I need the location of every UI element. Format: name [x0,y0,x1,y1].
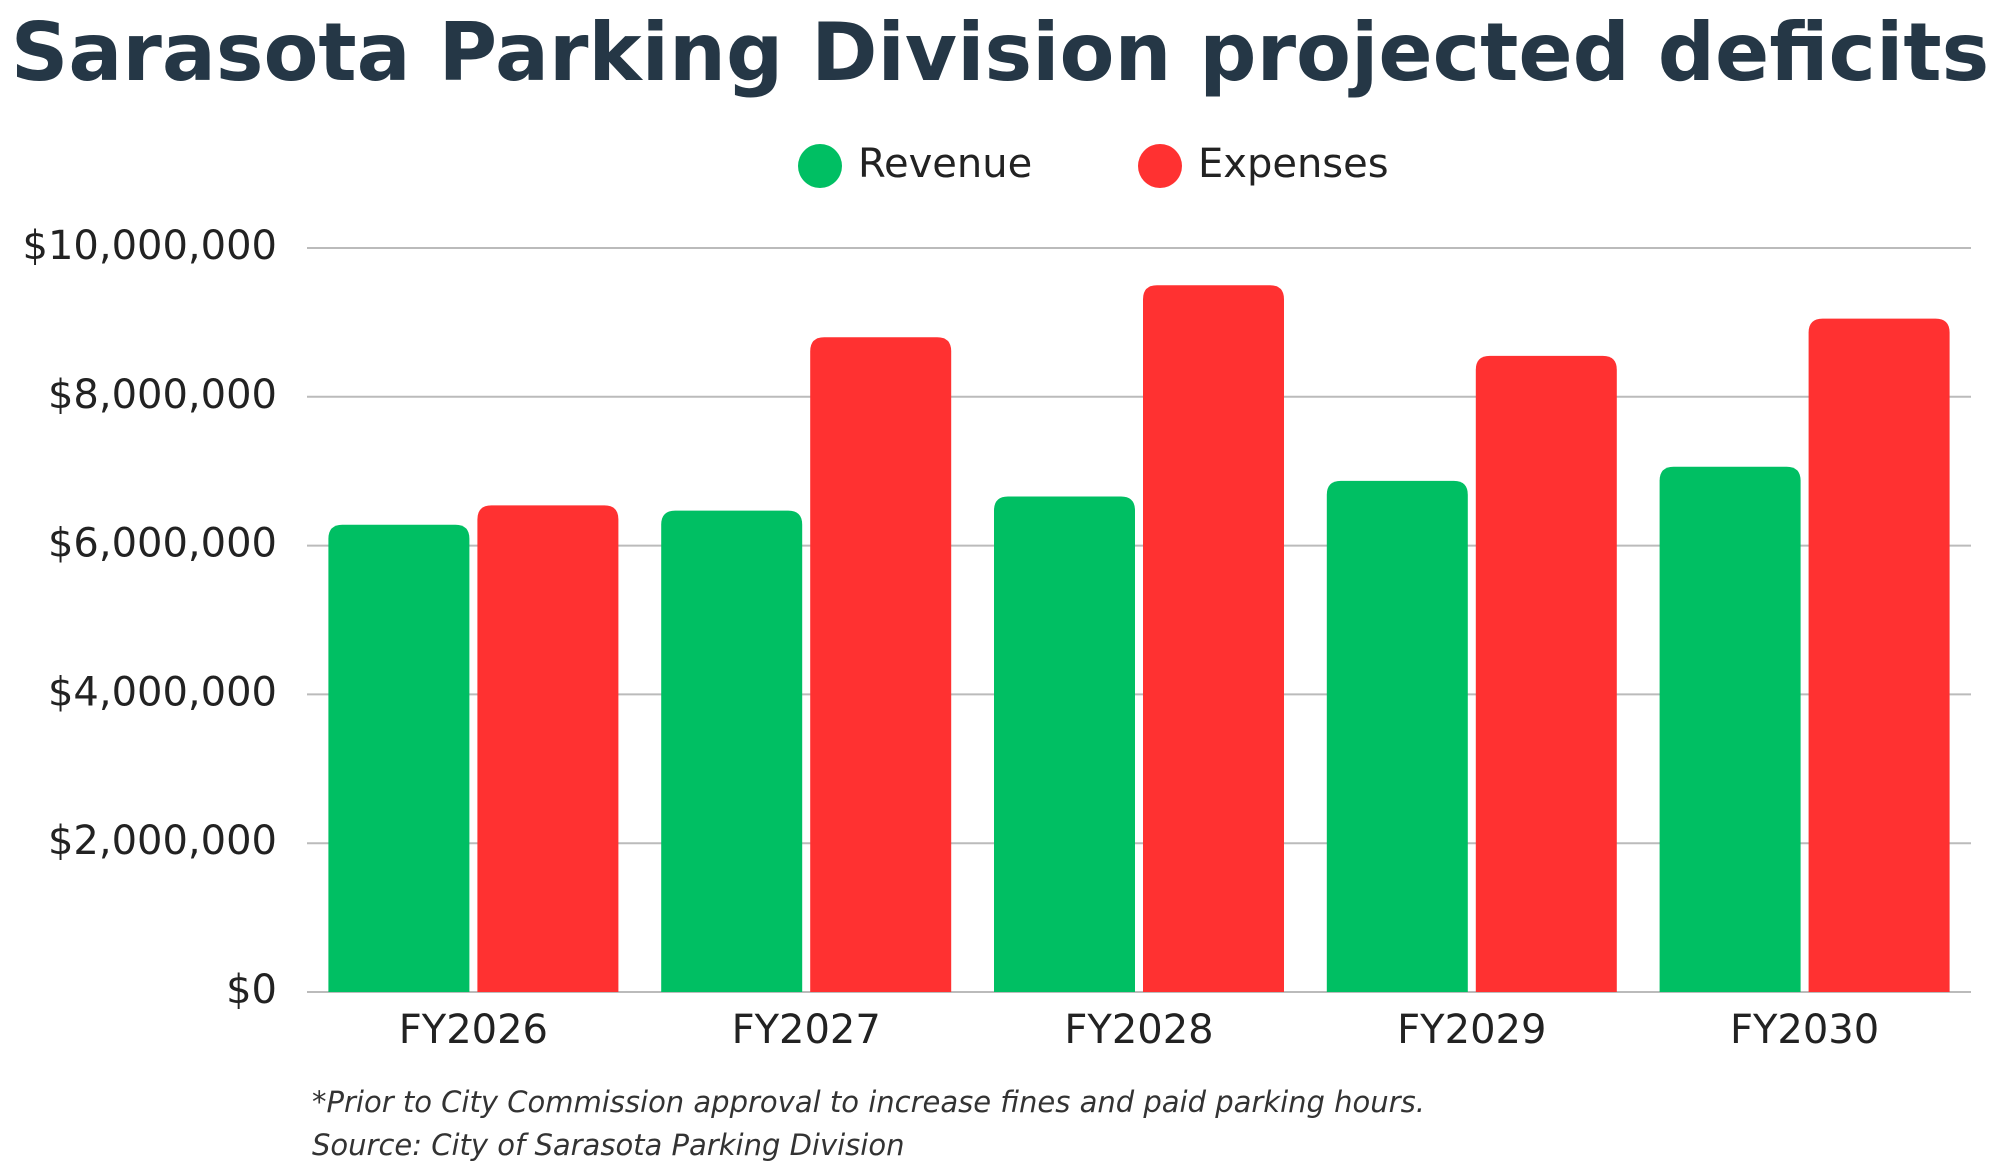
x-tick-label: FY2026 [399,1007,548,1053]
bar [810,337,952,992]
legend-label: Expenses [1198,141,1389,187]
x-tick-label: FY2027 [732,1007,881,1053]
footnote: *Prior to City Commission approval to in… [312,1085,1425,1119]
y-tick-label: $8,000,000 [48,372,277,418]
chart-title: Sarasota Parking Division projected defi… [11,6,1989,99]
x-tick-label: FY2029 [1397,1007,1546,1053]
y-tick-label: $2,000,000 [48,818,277,864]
y-tick-label: $6,000,000 [48,521,277,567]
legend-label: Revenue [858,141,1032,187]
y-tick-label: $0 [226,967,277,1013]
x-tick-label: FY2030 [1730,1007,1879,1053]
bar [1475,355,1617,992]
bar [1808,318,1950,992]
y-tick-label: $4,000,000 [48,669,277,715]
bar [661,510,803,992]
x-tick-label: FY2028 [1064,1007,1213,1053]
bar [477,505,619,992]
bar [1659,466,1801,993]
source-note: Source: City of Sarasota Parking Divisio… [312,1128,904,1162]
legend-marker [1138,144,1182,188]
bar [328,524,470,992]
bar [994,496,1135,992]
bar [1326,480,1468,992]
y-tick-label: $10,000,000 [23,223,277,269]
legend-marker [798,144,842,188]
bar [1143,285,1284,992]
